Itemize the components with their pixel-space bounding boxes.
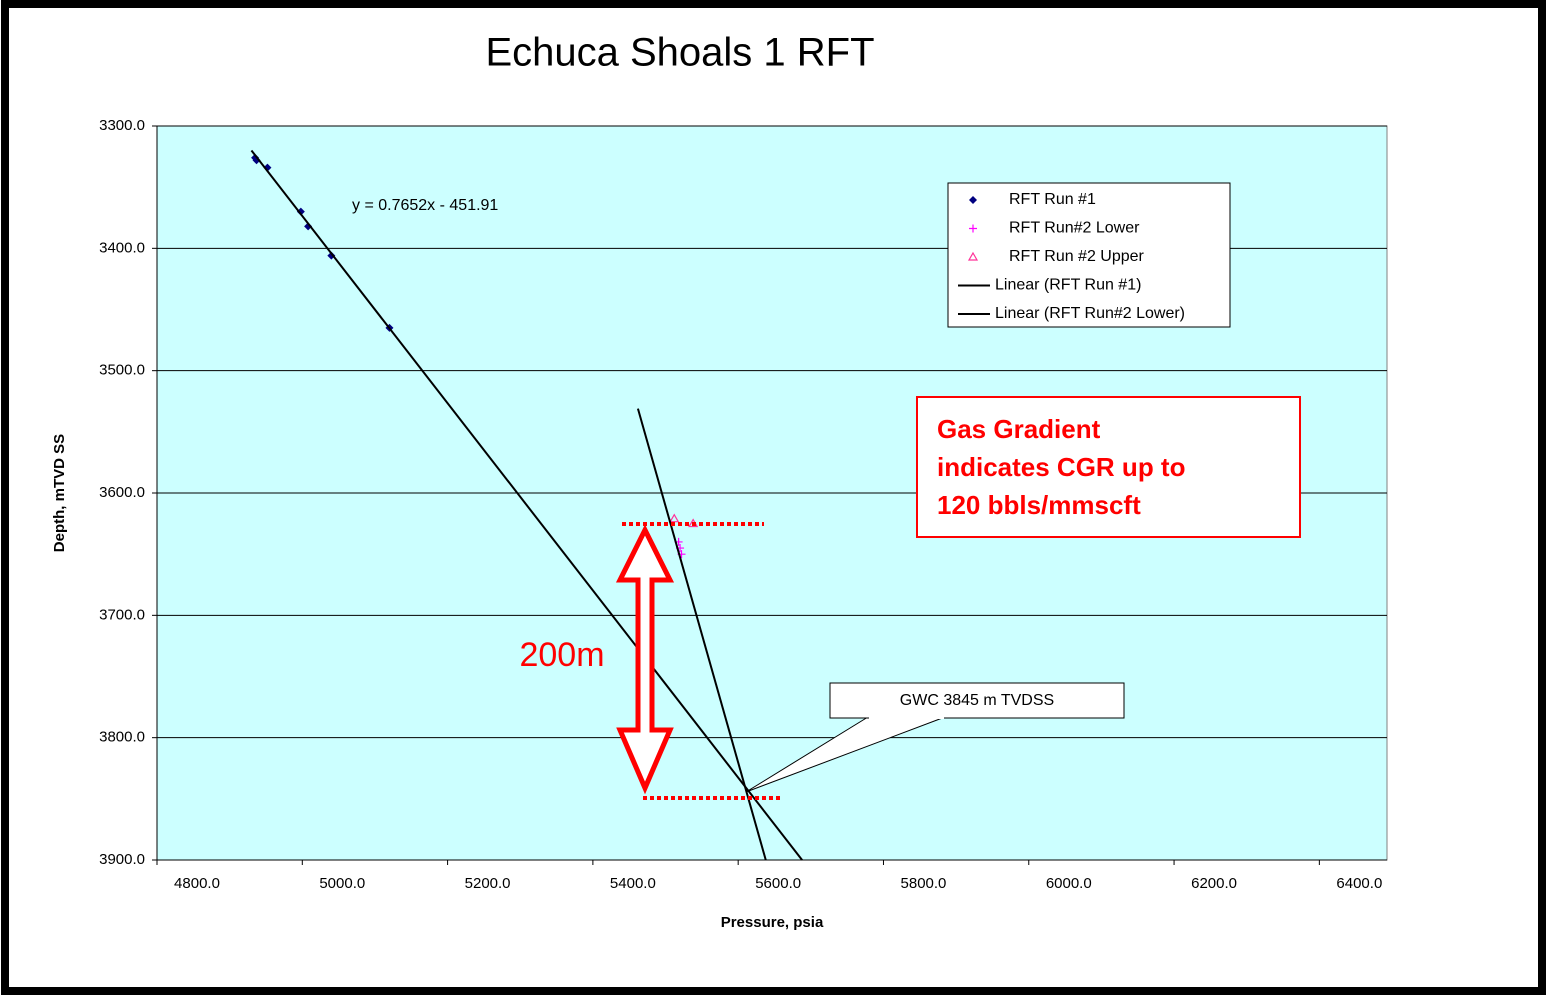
x-tick-label: 4800.0 — [174, 875, 220, 892]
legend — [947, 182, 1231, 328]
x-tick-label: 5200.0 — [465, 875, 511, 892]
legend-label: Linear (RFT Run #1) — [995, 277, 1141, 294]
y-tick-label: 3700.0 — [99, 606, 145, 623]
legend-swatch — [969, 224, 977, 233]
y-tick-label: 3900.0 — [99, 851, 145, 868]
chart-title: Echuca Shoals 1 RFT — [485, 31, 874, 75]
gas-gradient-text: indicates CGR up to — [937, 452, 1185, 482]
y-tick-label: 3600.0 — [99, 484, 145, 501]
x-axis-title: Pressure, psia — [721, 914, 824, 931]
gas-gradient-text: 120 bbls/mmscft — [937, 490, 1141, 520]
y-tick-label: 3800.0 — [99, 729, 145, 746]
legend-label: Linear (RFT Run#2 Lower) — [995, 305, 1185, 322]
x-tick-label: 5800.0 — [901, 875, 947, 892]
y-tick-label: 3400.0 — [99, 239, 145, 256]
x-tick-label: 5600.0 — [755, 875, 801, 892]
x-tick-label: 6000.0 — [1046, 875, 1092, 892]
gas-gradient-box — [916, 396, 1301, 538]
interval-arrow — [615, 524, 675, 795]
gas-gradient-text: Gas Gradient — [937, 414, 1101, 444]
trend-line — [636, 408, 767, 861]
callout-box — [829, 682, 1125, 719]
point — [304, 222, 313, 231]
point — [669, 513, 680, 523]
y-tick-label: 3500.0 — [99, 362, 145, 379]
callout-text: GWC 3845 m TVDSS — [900, 692, 1054, 709]
legend-label: RFT Run #2 Upper — [1009, 248, 1145, 265]
y-axis-title: Depth, mTVD SS — [51, 434, 68, 552]
x-tick-label: 5000.0 — [319, 875, 365, 892]
y-tick-label: 3300.0 — [99, 117, 145, 134]
legend-swatch — [969, 196, 977, 204]
x-tick-label: 6400.0 — [1336, 875, 1382, 892]
legend-swatch — [967, 251, 979, 261]
legend-label: RFT Run#2 Lower — [1009, 220, 1140, 237]
point — [327, 251, 336, 260]
legend-label: RFT Run #1 — [1009, 191, 1096, 208]
interval-label: 200m — [519, 636, 604, 674]
point — [296, 207, 305, 216]
x-tick-label: 6200.0 — [1191, 875, 1237, 892]
x-tick-label: 5400.0 — [610, 875, 656, 892]
trend-equation: y = 0.7652x - 451.91 — [352, 197, 498, 214]
trend-line — [250, 149, 803, 861]
